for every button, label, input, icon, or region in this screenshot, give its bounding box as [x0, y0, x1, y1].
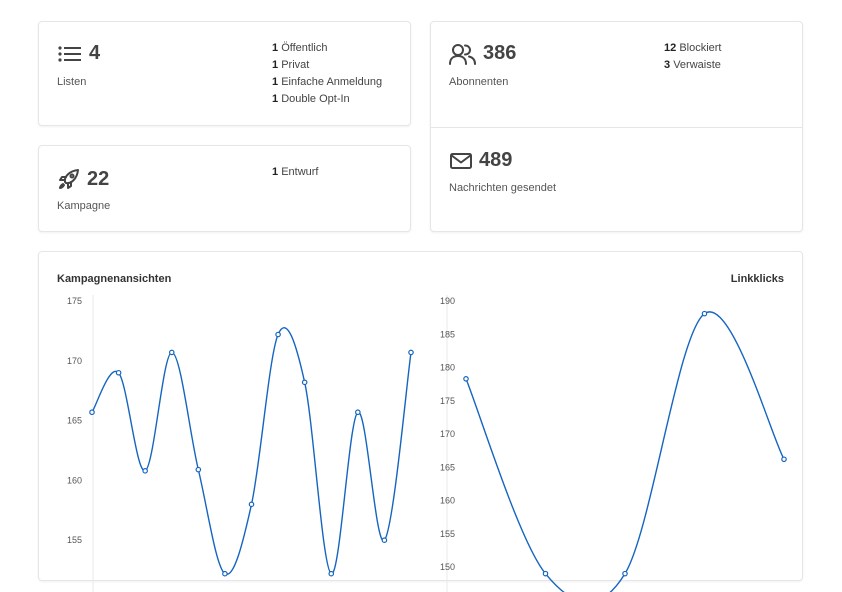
y-tick-label: 180 [440, 363, 455, 373]
list-icon [58, 45, 81, 62]
detail-item: 1 Öffentlich [272, 42, 328, 54]
y-tick-label: 150 [440, 562, 455, 572]
series-line [465, 311, 785, 592]
detail-item: 1 Einfache Anmeldung [272, 76, 383, 88]
y-tick-label: 165 [440, 462, 455, 472]
detail-item: 1 Privat [272, 59, 310, 71]
link-clicks-chart: 150 155 160 165 170 175 180 185 190 [440, 295, 787, 592]
users-icon [449, 43, 476, 65]
subscribers-count: 386 [483, 42, 517, 64]
messages-label: Nachrichten gesendet [449, 182, 557, 194]
campaigns-count: 22 [87, 167, 110, 190]
series-line [91, 327, 412, 575]
y-tick-label: 190 [440, 296, 455, 306]
mail-icon [450, 152, 472, 169]
lists-label: Listen [57, 76, 87, 88]
data-point[interactable] [248, 501, 255, 508]
subscribers-messages-card[interactable]: 386 Abonnenten 12 Blockiert 3 Verwaiste … [430, 21, 803, 232]
data-point[interactable] [222, 570, 228, 577]
data-point[interactable] [195, 466, 202, 473]
data-point[interactable] [355, 409, 361, 416]
card-divider [431, 127, 802, 128]
y-tick-label: 170 [440, 429, 455, 439]
lists-count: 4 [89, 42, 101, 64]
rocket-icon [59, 169, 79, 189]
subscribers-label: Abonnenten [449, 76, 509, 88]
messages-count: 489 [479, 149, 513, 171]
detail-item: 1 Entwurf [272, 166, 319, 178]
y-tick-label: 160 [440, 496, 455, 506]
detail-item: 1 Double Opt-In [272, 93, 350, 105]
data-point[interactable] [89, 409, 95, 416]
lists-card[interactable]: 4 Listen 1 Öffentlich 1 Privat 1 Einfach… [38, 21, 411, 126]
campaigns-label: Kampagne [57, 200, 111, 212]
y-tick-label: 175 [440, 396, 455, 406]
messages-stat: 489 [449, 149, 512, 172]
subscribers-details: 12 Blockiert 3 Verwaiste [664, 40, 722, 74]
data-point[interactable] [542, 570, 549, 577]
y-tick-label: 155 [440, 529, 455, 539]
data-point[interactable] [168, 349, 175, 356]
detail-item: 12 Blockiert [664, 42, 722, 54]
data-point[interactable] [328, 570, 335, 577]
y-tick-label: 175 [67, 296, 82, 306]
data-point[interactable] [408, 349, 414, 356]
y-tick-label: 160 [67, 475, 82, 485]
campaigns-stat: 22 [57, 167, 109, 191]
campaigns-details: 1 Entwurf [272, 164, 318, 181]
data-point[interactable] [115, 369, 122, 376]
campaign-views-chart-title: Kampagnenansichten [57, 273, 172, 285]
data-point[interactable] [463, 376, 469, 382]
campaign-views-chart: 155 160 165 170 175 [67, 295, 414, 592]
y-tick-label: 185 [440, 329, 455, 339]
y-tick-label: 165 [67, 416, 82, 426]
detail-item: 3 Verwaiste [664, 59, 721, 71]
y-tick-label: 155 [67, 535, 82, 545]
data-point[interactable] [781, 456, 787, 463]
y-tick-label: 170 [67, 356, 82, 366]
data-point[interactable] [622, 570, 628, 577]
data-point[interactable] [275, 331, 281, 338]
data-point[interactable] [381, 537, 388, 544]
subscribers-stat: 386 [449, 42, 516, 65]
lists-details: 1 Öffentlich 1 Privat 1 Einfache Anmeldu… [272, 40, 382, 108]
link-clicks-chart-title: Linkklicks [730, 273, 784, 285]
campaigns-card[interactable]: 22 Kampagne 1 Entwurf [38, 145, 411, 232]
data-point[interactable] [142, 468, 148, 474]
data-point[interactable] [701, 310, 708, 317]
data-point[interactable] [301, 379, 308, 386]
charts-card: Kampagnenansichten Linkklicks 155 160 165 1… [38, 251, 803, 592]
lists-stat: 4 [57, 42, 100, 65]
